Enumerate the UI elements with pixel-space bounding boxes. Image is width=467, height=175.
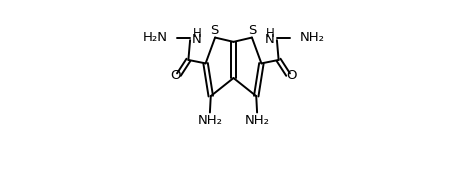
Text: NH₂: NH₂ xyxy=(245,114,269,127)
Text: H: H xyxy=(266,27,275,40)
Text: O: O xyxy=(170,69,181,82)
Text: S: S xyxy=(248,24,257,37)
Text: N: N xyxy=(265,33,275,46)
Text: NH₂: NH₂ xyxy=(198,114,222,127)
Text: H: H xyxy=(192,27,201,40)
Text: H₂N: H₂N xyxy=(143,31,168,44)
Text: N: N xyxy=(192,33,202,46)
Text: NH₂: NH₂ xyxy=(299,31,324,44)
Text: S: S xyxy=(210,24,219,37)
Text: O: O xyxy=(286,69,297,82)
